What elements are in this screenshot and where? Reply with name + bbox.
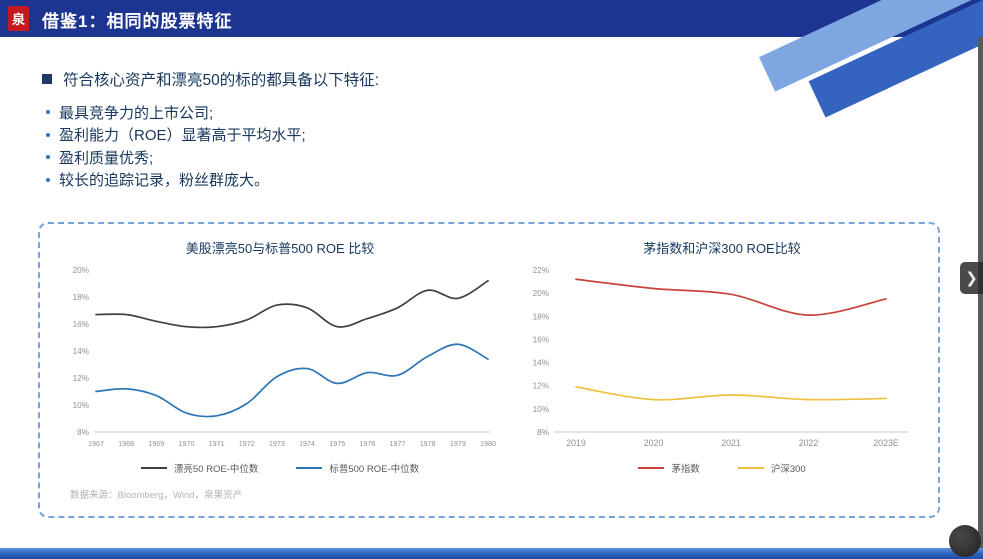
x-axis-label: 1971 <box>209 439 225 448</box>
list-item-text: 最具竞争力的上市公司; <box>59 104 214 122</box>
x-axis-label: 1979 <box>450 439 466 448</box>
series-line <box>575 278 887 316</box>
x-axis-label: 1967 <box>88 439 104 448</box>
x-axis-label: 1978 <box>420 439 436 448</box>
x-axis-label: 2020 <box>644 438 664 448</box>
legend-item: 标普500 ROE-中位数 <box>296 461 419 475</box>
series-line <box>95 343 489 418</box>
progress-bar[interactable] <box>0 548 983 559</box>
legend-line-swatch <box>737 467 764 469</box>
list-item-text: 较长的追踪记录，粉丝群庞大。 <box>59 172 270 190</box>
x-axis-label: 1977 <box>390 439 406 448</box>
chart-title: 茅指数和沪深300 ROE比较 <box>643 241 801 256</box>
list-item: 盈利质量优秀; <box>46 146 306 169</box>
legend-label: 标普500 ROE-中位数 <box>329 464 420 475</box>
bullet-marker-icon <box>46 110 50 115</box>
next-slide-button[interactable]: ❯ <box>960 262 983 294</box>
x-axis-label: 1974 <box>299 439 315 448</box>
square-bullet-icon <box>42 74 52 84</box>
list-item-text: 盈利质量优秀; <box>59 149 154 167</box>
list-item: 较长的追踪记录，粉丝群庞大。 <box>46 169 306 192</box>
legend-label: 沪深300 <box>770 464 806 475</box>
y-axis-label: 14% <box>73 347 89 356</box>
legend-item: 茅指数 <box>638 461 700 475</box>
y-axis-label: 10% <box>73 401 89 410</box>
x-axis-label: 2019 <box>566 438 586 448</box>
legend-label: 茅指数 <box>671 464 700 475</box>
legend-line-swatch <box>638 467 665 469</box>
x-axis-label: 2022 <box>799 438 819 448</box>
y-axis-label: 12% <box>73 374 89 383</box>
section-heading-text: 符合核心资产和漂亮50的标的都具备以下特征: <box>63 72 380 89</box>
chart-plot-area: 8% 10% 12% 14% 16% 18% 20% 22% 2019 2020 2021 2022 2… <box>518 260 926 457</box>
chart-svg: 8% 10% 12% 14% 16% 18% 20% 22% 2019 2020 2021 2022 2… <box>533 266 908 448</box>
floating-control-button[interactable] <box>949 525 981 557</box>
x-axis-label: 1970 <box>178 439 194 448</box>
video-edge-strip <box>978 37 983 559</box>
y-axis-label: 18% <box>73 293 89 302</box>
y-axis-label: 16% <box>73 320 89 329</box>
y-axis-label: 8% <box>77 428 89 437</box>
y-axis-label: 20% <box>73 266 89 275</box>
x-axis-label: 1975 <box>329 439 345 448</box>
bullet-marker-icon <box>46 155 50 160</box>
feature-list: 最具竞争力的上市公司; 盈利能力（ROE）显著高于平均水平; 盈利质量优秀; 较… <box>46 101 306 191</box>
chart-nifty50-vs-sp500-roe: 美股漂亮50与标普500 ROE 比较 8% 10% 12% 14% 16% 18% 20%… <box>60 238 500 475</box>
bullet-marker-icon <box>46 132 50 137</box>
section-heading: 符合核心资产和漂亮50的标的都具备以下特征: <box>42 68 379 90</box>
y-axis-label: 12% <box>533 382 549 391</box>
legend-label: 漂亮50 ROE-中位数 <box>173 464 259 475</box>
legend-item: 沪深300 <box>737 461 806 475</box>
legend-line-swatch <box>140 467 167 469</box>
legend-line-swatch <box>296 467 323 469</box>
y-axis-label: 16% <box>533 335 549 344</box>
x-axis-label: 1968 <box>118 439 134 448</box>
list-item: 盈利能力（ROE）显著高于平均水平; <box>46 124 306 147</box>
chart-legend: 茅指数 沪深300 <box>518 461 926 475</box>
chart-legend: 漂亮50 ROE-中位数 标普500 ROE-中位数 <box>60 461 500 475</box>
y-axis-label: 8% <box>537 428 549 437</box>
y-axis-label: 20% <box>533 289 549 298</box>
list-item-text: 盈利能力（ROE）显著高于平均水平; <box>59 127 306 145</box>
x-axis-label: 2021 <box>721 438 741 448</box>
data-source-note: 数据来源：Bloomberg，Wind，泉果资产 <box>70 490 243 501</box>
series-line <box>95 279 489 329</box>
y-axis-label: 22% <box>533 266 549 275</box>
x-axis-label: 2023E <box>873 438 899 448</box>
x-axis-label: 1980 <box>480 439 496 448</box>
y-axis-label: 10% <box>533 405 549 414</box>
bullet-marker-icon <box>46 177 50 182</box>
chart-plot-area: 8% 10% 12% 14% 16% 18% 20% 1967 1968 1969 1970 1971… <box>60 260 500 457</box>
list-item: 最具竞争力的上市公司; <box>46 101 306 124</box>
legend-item: 漂亮50 ROE-中位数 <box>140 461 259 475</box>
chart-title: 美股漂亮50与标普500 ROE 比较 <box>185 241 375 256</box>
company-logo-icon: 泉 <box>8 6 29 31</box>
x-axis-label: 1973 <box>269 439 285 448</box>
chart-svg: 8% 10% 12% 14% 16% 18% 20% 1967 1968 1969 1970 1971… <box>73 266 496 448</box>
chart-maoindex-vs-csi300-roe: 茅指数和沪深300 ROE比较 8% 10% 12% 14% 16% 18% 20% 22% 2… <box>518 238 926 475</box>
x-axis-label: 1969 <box>148 439 164 448</box>
charts-panel: 美股漂亮50与标普500 ROE 比较 8% 10% 12% 14% 16% 18% 20%… <box>38 222 940 518</box>
series-line <box>575 386 887 401</box>
x-axis-label: 1972 <box>239 439 255 448</box>
y-axis-label: 18% <box>533 312 549 321</box>
x-axis-label: 1976 <box>359 439 375 448</box>
page-title: 借鉴1：相同的股票特征 <box>42 12 233 31</box>
y-axis-label: 14% <box>533 359 549 368</box>
